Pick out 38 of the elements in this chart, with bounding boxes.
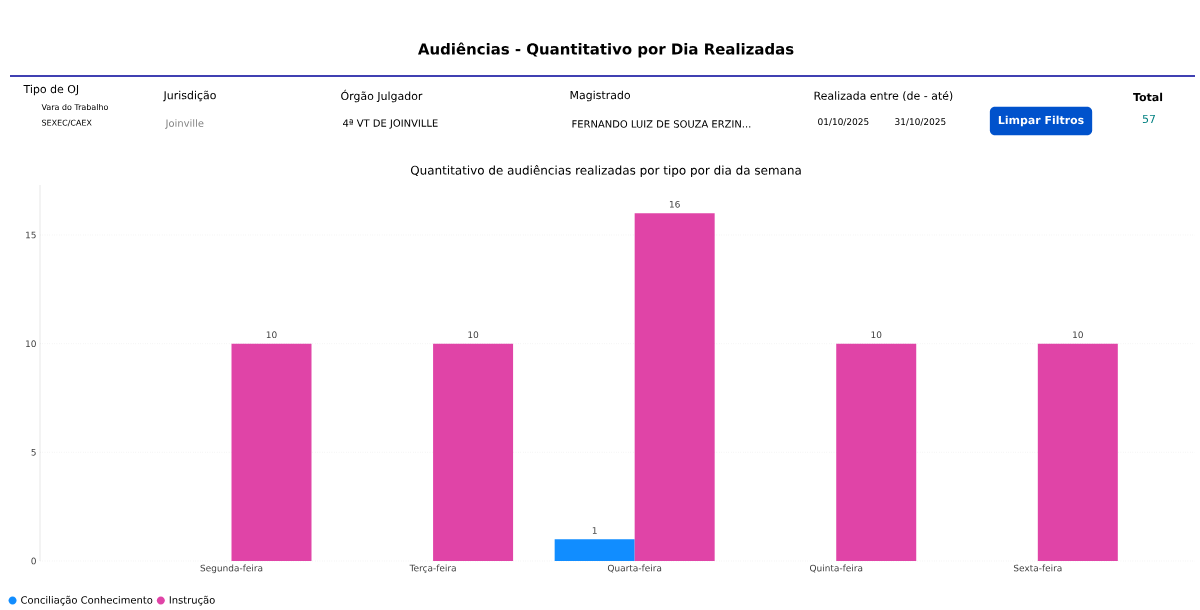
bar xyxy=(231,343,312,561)
text: 4ª VT DE JOINVILLE xyxy=(343,119,438,129)
x-tick-label: Segunda-feira xyxy=(200,564,263,574)
bar xyxy=(433,343,514,561)
bar xyxy=(1037,343,1118,561)
y-tick-label: 15 xyxy=(26,231,36,239)
text: 01/10/2025 xyxy=(818,118,869,126)
text: Tipo de OJ xyxy=(23,84,79,96)
data-label: 16 xyxy=(669,200,680,208)
bar xyxy=(634,213,715,561)
bar xyxy=(836,343,917,561)
chart-subtitle: Quantitativo de audiências realizadas por tipo por dia da semana xyxy=(410,164,801,177)
data-label: 10 xyxy=(871,331,882,339)
text: Jurisdição xyxy=(162,90,216,102)
x-tick-label: Quarta-feira xyxy=(607,564,662,573)
legend-label: Conciliação Conhecimento xyxy=(21,595,153,606)
text: Realizada entre (de - até) xyxy=(814,90,953,102)
y-tick-label: 5 xyxy=(31,448,36,456)
x-tick-label: Quinta-feira xyxy=(809,564,863,573)
text: 31/10/2025 xyxy=(895,118,946,126)
text: FERNANDO LUIZ DE SOUZA ERZIN... xyxy=(572,120,751,128)
text: Joinville xyxy=(165,119,204,129)
text: Órgão Julgador xyxy=(341,89,423,103)
x-tick-label: Terça-feira xyxy=(409,564,456,574)
legend-label: Instrução xyxy=(169,595,215,606)
x-tick-label: Sexta-feira xyxy=(1013,564,1062,572)
data-label: 10 xyxy=(1073,331,1083,339)
y-tick-label: 10 xyxy=(26,340,36,348)
chart-title: Audiências - Quantitativo por Dia Realizadas xyxy=(418,42,794,58)
data-label: 10 xyxy=(468,331,479,339)
text: Magistrado xyxy=(570,90,631,102)
data-label: 10 xyxy=(266,331,277,339)
y-tick-label: 0 xyxy=(31,557,36,565)
text: Total xyxy=(1133,92,1163,102)
data-label: 1 xyxy=(592,527,597,534)
text: Limpar Filtros xyxy=(998,115,1084,127)
bar xyxy=(554,539,635,561)
text: 57 xyxy=(1142,114,1156,124)
